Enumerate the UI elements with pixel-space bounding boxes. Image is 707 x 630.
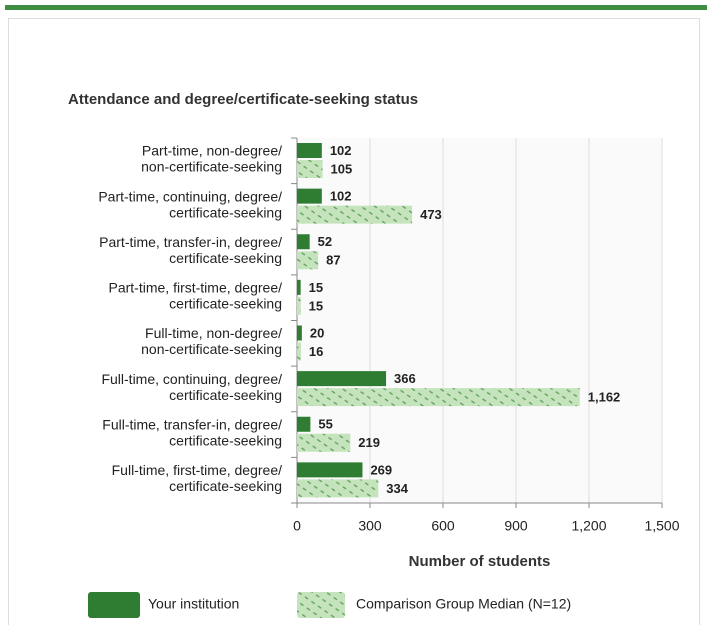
y-tick-label: Full-time, transfer-in, degree/ bbox=[102, 416, 282, 432]
legend-label: Your institution bbox=[148, 596, 239, 612]
value-label: 15 bbox=[309, 298, 323, 313]
y-tick-label: certificate-seeking bbox=[169, 204, 282, 220]
y-tick-label: Part-time, continuing, degree/ bbox=[98, 188, 282, 204]
y-tick-label: Part-time, first-time, degree/ bbox=[109, 280, 283, 296]
y-tick-label: certificate-seeking bbox=[169, 296, 282, 312]
bar bbox=[297, 462, 363, 478]
value-label: 87 bbox=[326, 253, 340, 268]
legend-swatch bbox=[88, 592, 140, 618]
y-tick-label: non-certificate-seeking bbox=[141, 341, 282, 357]
bar bbox=[297, 188, 322, 204]
bar bbox=[297, 416, 311, 432]
y-tick-label: Part-time, transfer-in, degree/ bbox=[99, 234, 282, 250]
value-label: 473 bbox=[420, 207, 442, 222]
legend-label: Comparison Group Median (N=12) bbox=[356, 596, 571, 612]
bar bbox=[297, 143, 322, 158]
chart-title: Attendance and degree/certificate-seekin… bbox=[68, 91, 418, 108]
value-label: 102 bbox=[330, 189, 352, 204]
bar bbox=[297, 205, 413, 224]
y-tick-label: certificate-seeking bbox=[169, 478, 282, 494]
y-tick-label: certificate-seeking bbox=[169, 250, 282, 266]
plot-area bbox=[297, 138, 662, 503]
value-label: 52 bbox=[318, 234, 332, 249]
bar bbox=[297, 296, 301, 315]
bar bbox=[297, 234, 310, 250]
value-label: 1,162 bbox=[588, 390, 621, 405]
bar bbox=[297, 160, 323, 178]
value-label: 219 bbox=[358, 435, 380, 450]
y-tick-label: Full-time, non-degree/ bbox=[145, 325, 282, 341]
value-label: 102 bbox=[330, 143, 352, 158]
bar bbox=[297, 388, 580, 407]
y-tick-label: Full-time, first-time, degree/ bbox=[112, 462, 282, 478]
value-label: 20 bbox=[310, 325, 324, 340]
value-label: 105 bbox=[331, 161, 353, 176]
x-tick-label: 900 bbox=[504, 518, 528, 534]
y-tick-label: certificate-seeking bbox=[169, 387, 282, 403]
y-tick-label: non-certificate-seeking bbox=[141, 159, 282, 175]
y-tick-label: Full-time, continuing, degree/ bbox=[101, 371, 282, 387]
x-tick-label: 1,200 bbox=[571, 518, 606, 534]
bar bbox=[297, 325, 302, 341]
top-bar bbox=[5, 5, 707, 10]
x-tick-label: 600 bbox=[431, 518, 455, 534]
bar bbox=[297, 433, 351, 452]
legend-swatch bbox=[297, 592, 345, 618]
y-tick-label: certificate-seeking bbox=[169, 432, 282, 448]
bar bbox=[297, 479, 379, 498]
bar bbox=[297, 342, 301, 361]
bar bbox=[297, 251, 319, 270]
x-tick-label: 300 bbox=[358, 518, 382, 534]
value-label: 269 bbox=[370, 462, 392, 477]
x-tick-label: 0 bbox=[293, 518, 301, 534]
bar bbox=[297, 371, 387, 387]
x-tick-label: 1,500 bbox=[644, 518, 679, 534]
y-tick-label: Part-time, non-degree/ bbox=[142, 143, 282, 159]
bar bbox=[297, 279, 301, 295]
value-label: 15 bbox=[309, 280, 323, 295]
value-label: 16 bbox=[309, 344, 323, 359]
value-label: 334 bbox=[386, 481, 408, 496]
value-label: 366 bbox=[394, 371, 416, 386]
x-axis-label: Number of students bbox=[409, 553, 551, 570]
value-label: 55 bbox=[318, 417, 332, 432]
